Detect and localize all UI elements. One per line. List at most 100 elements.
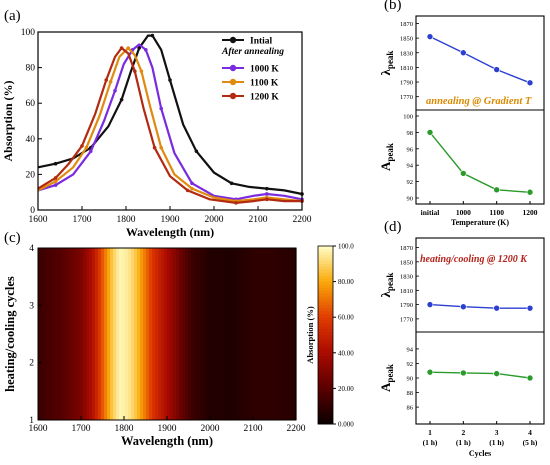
colorbar-cell [318, 397, 333, 401]
series-point [53, 179, 58, 184]
heatmap-cell [188, 248, 192, 420]
x-axis-label: Temperature (K) [451, 218, 509, 227]
colorbar-cell [318, 376, 333, 380]
y-tick-label: 96 [407, 146, 414, 153]
subplot-line-0 [429, 303, 530, 309]
y-tick-label: 88 [407, 390, 414, 397]
heatmap-cell [260, 248, 264, 420]
colorbar-cell [318, 272, 333, 277]
colorbar-cell [318, 308, 333, 312]
series-point [119, 46, 124, 50]
colorbar-cell [318, 340, 333, 345]
data-point [526, 374, 534, 382]
heatmap-cell [215, 248, 219, 420]
data-point [493, 186, 500, 194]
colorbar-cell [318, 403, 333, 407]
data-point [493, 304, 500, 312]
heatmap-cell [227, 248, 231, 420]
series-point [152, 145, 157, 150]
y-tick-label: 60 [26, 99, 36, 109]
heatmap-cell [86, 248, 90, 420]
colorbar-cell [318, 299, 333, 303]
series-point [108, 80, 113, 84]
series-point [119, 97, 124, 102]
colorbar-cell [318, 275, 333, 280]
colorbar-cell [318, 388, 333, 392]
colorbar-cell [318, 352, 333, 357]
data-point [426, 33, 434, 40]
heatmap-cell [248, 248, 252, 420]
heatmap-cell [128, 248, 132, 420]
colorbar-cell [318, 296, 333, 300]
heatmap-cell [266, 248, 270, 420]
y-tick-label: 94 [407, 346, 414, 353]
colorbar-cell [318, 358, 333, 363]
colorbar-cell [318, 409, 333, 413]
heatmap-cell [203, 248, 207, 420]
heatmap-cell [179, 248, 183, 420]
y-tick-label: 1810 [400, 288, 413, 295]
colorbar-cell [318, 343, 333, 348]
heatmap-cell [233, 248, 237, 420]
panel-c: (c) 1600 1700 1800 1900 2000 2100 2200 1 2 3 4 Wavel… [3, 230, 354, 448]
colorbar-cell [318, 287, 333, 291]
colorbar-tick-label: 0.000 [338, 421, 354, 429]
colorbar-label: Absorption (%) [305, 306, 315, 364]
series-point [190, 186, 194, 191]
heatmap-cell [281, 248, 285, 420]
colorbar-cell [318, 326, 333, 330]
colorbar-cell [318, 418, 333, 422]
heatmap-cell [53, 248, 57, 420]
x-tick-label: 1900 [158, 424, 177, 434]
heatmap-cell [197, 248, 201, 420]
heatmap-cell [182, 248, 186, 420]
series-point [113, 88, 117, 93]
heatmap-cell [125, 248, 129, 420]
y-tick-label: 1830 [400, 274, 413, 281]
data-point [493, 370, 500, 377]
plot-frame-a [37, 31, 303, 211]
x-tick-label: 1200 [523, 208, 538, 217]
series-point [265, 197, 269, 202]
colorbar-cell [318, 415, 333, 419]
colorbar-cell [318, 382, 333, 386]
colorbar-cell [318, 364, 333, 369]
panel-label-a: (a) [4, 8, 21, 24]
heatmap-cell [89, 248, 93, 420]
series-point [150, 33, 155, 38]
heatmap-cell [290, 248, 294, 420]
data-point [426, 129, 434, 136]
y-tick-label: 1770 [400, 94, 413, 101]
colorbar-frame [317, 245, 334, 425]
data-point [526, 188, 534, 196]
y-tick-label: 1790 [400, 302, 413, 309]
colorbar-cell [318, 269, 333, 274]
colorbar-cell [318, 317, 333, 321]
x-tick-label: 2000 [205, 215, 224, 225]
heatmap-cell [50, 248, 54, 420]
heatmap-cell [152, 248, 156, 420]
series-point [159, 106, 163, 111]
colorbar-cell [318, 320, 333, 324]
heatmap-cell [245, 248, 249, 420]
heatmap-cell [65, 248, 69, 420]
colorbar-cell [318, 290, 333, 294]
heatmap-cell [149, 248, 153, 420]
heatmap-cell [116, 248, 120, 420]
series-point [53, 161, 58, 166]
colorbar-cell [318, 323, 333, 327]
heatmap-cell [41, 248, 45, 420]
heatmap-cell [287, 248, 291, 420]
colorbar-tick-label: 100.0 [338, 243, 354, 251]
x-tick-label: 2200 [287, 424, 306, 434]
series-point [190, 181, 194, 186]
heatmap-cell [44, 248, 48, 420]
heatmap-cell [77, 248, 81, 420]
series-point [53, 183, 58, 187]
heatmap-cell [185, 248, 189, 420]
heatmap-cell [80, 248, 84, 420]
heatmap-cell [173, 248, 177, 420]
heatmap-cell [278, 248, 282, 420]
series-point [84, 145, 89, 150]
